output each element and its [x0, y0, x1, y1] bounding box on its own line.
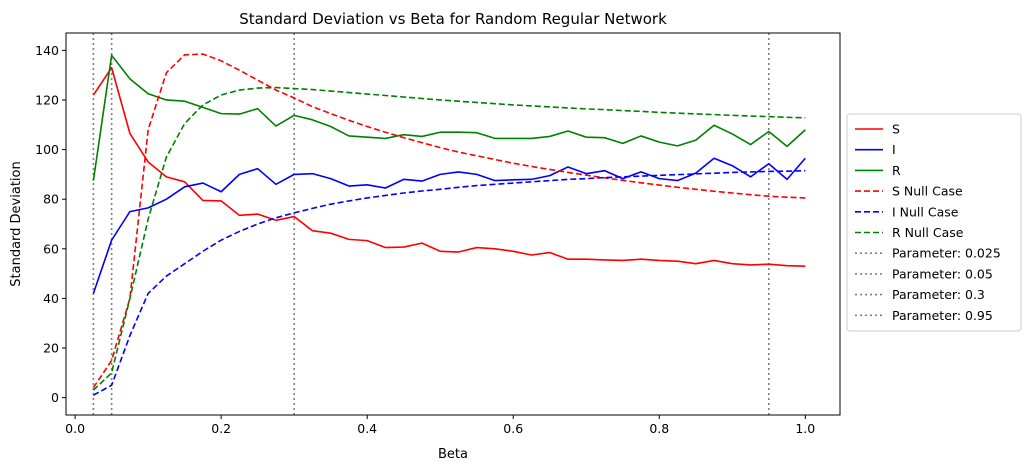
- x-tick-label: 0.6: [503, 421, 523, 436]
- y-tick-label: 140: [35, 43, 59, 58]
- x-tick-label: 0.4: [357, 421, 377, 436]
- legend-label: R Null Case: [892, 225, 964, 240]
- legend-label: S: [892, 122, 900, 137]
- y-tick-label: 0: [51, 390, 59, 405]
- series-line-4: [92, 169, 806, 396]
- chart-title: Standard Deviation vs Beta for Random Re…: [239, 10, 667, 28]
- x-axis: 0.0 0.2 0.4 0.6 0.8 1.0: [65, 415, 815, 436]
- y-tick-label: 40: [43, 291, 59, 306]
- x-axis-label: Beta: [438, 447, 468, 462]
- legend: SIR S Null Case I Null Case R Null Case Para…: [846, 113, 1022, 332]
- legend-label: I Null Case: [892, 204, 959, 219]
- y-axis-label: Standard Deviation: [9, 161, 24, 286]
- series-lines: [92, 53, 806, 396]
- y-tick-label: 20: [43, 341, 59, 356]
- y-tick-label: 60: [43, 241, 59, 256]
- series-line-1: [92, 157, 806, 294]
- reference-lines: [92, 33, 770, 415]
- y-axis: 0 20 40 60 80 100 120 140: [35, 43, 66, 405]
- series-line-2: [92, 54, 806, 181]
- x-tick-label: 1.0: [795, 421, 815, 436]
- y-tick-label: 100: [35, 142, 59, 157]
- legend-label: Parameter: 0.025: [892, 246, 1001, 261]
- legend-box: [846, 113, 1022, 332]
- x-tick-label: 0.2: [211, 421, 231, 436]
- x-tick-label: 0.0: [65, 421, 85, 436]
- x-tick-label: 0.8: [649, 421, 669, 436]
- series-line-3: [92, 53, 806, 389]
- legend-label: Parameter: 0.95: [892, 308, 993, 323]
- legend-label: R: [892, 163, 901, 178]
- plot-frame: [65, 32, 841, 416]
- y-tick-label: 80: [43, 192, 59, 207]
- series-line-5: [92, 86, 806, 391]
- y-tick-label: 120: [35, 92, 59, 107]
- legend-label: I: [892, 142, 896, 157]
- series-line-0: [92, 66, 806, 267]
- legend-label: S Null Case: [892, 184, 963, 199]
- legend-label: Parameter: 0.3: [892, 287, 985, 302]
- legend-label: Parameter: 0.05: [892, 266, 993, 281]
